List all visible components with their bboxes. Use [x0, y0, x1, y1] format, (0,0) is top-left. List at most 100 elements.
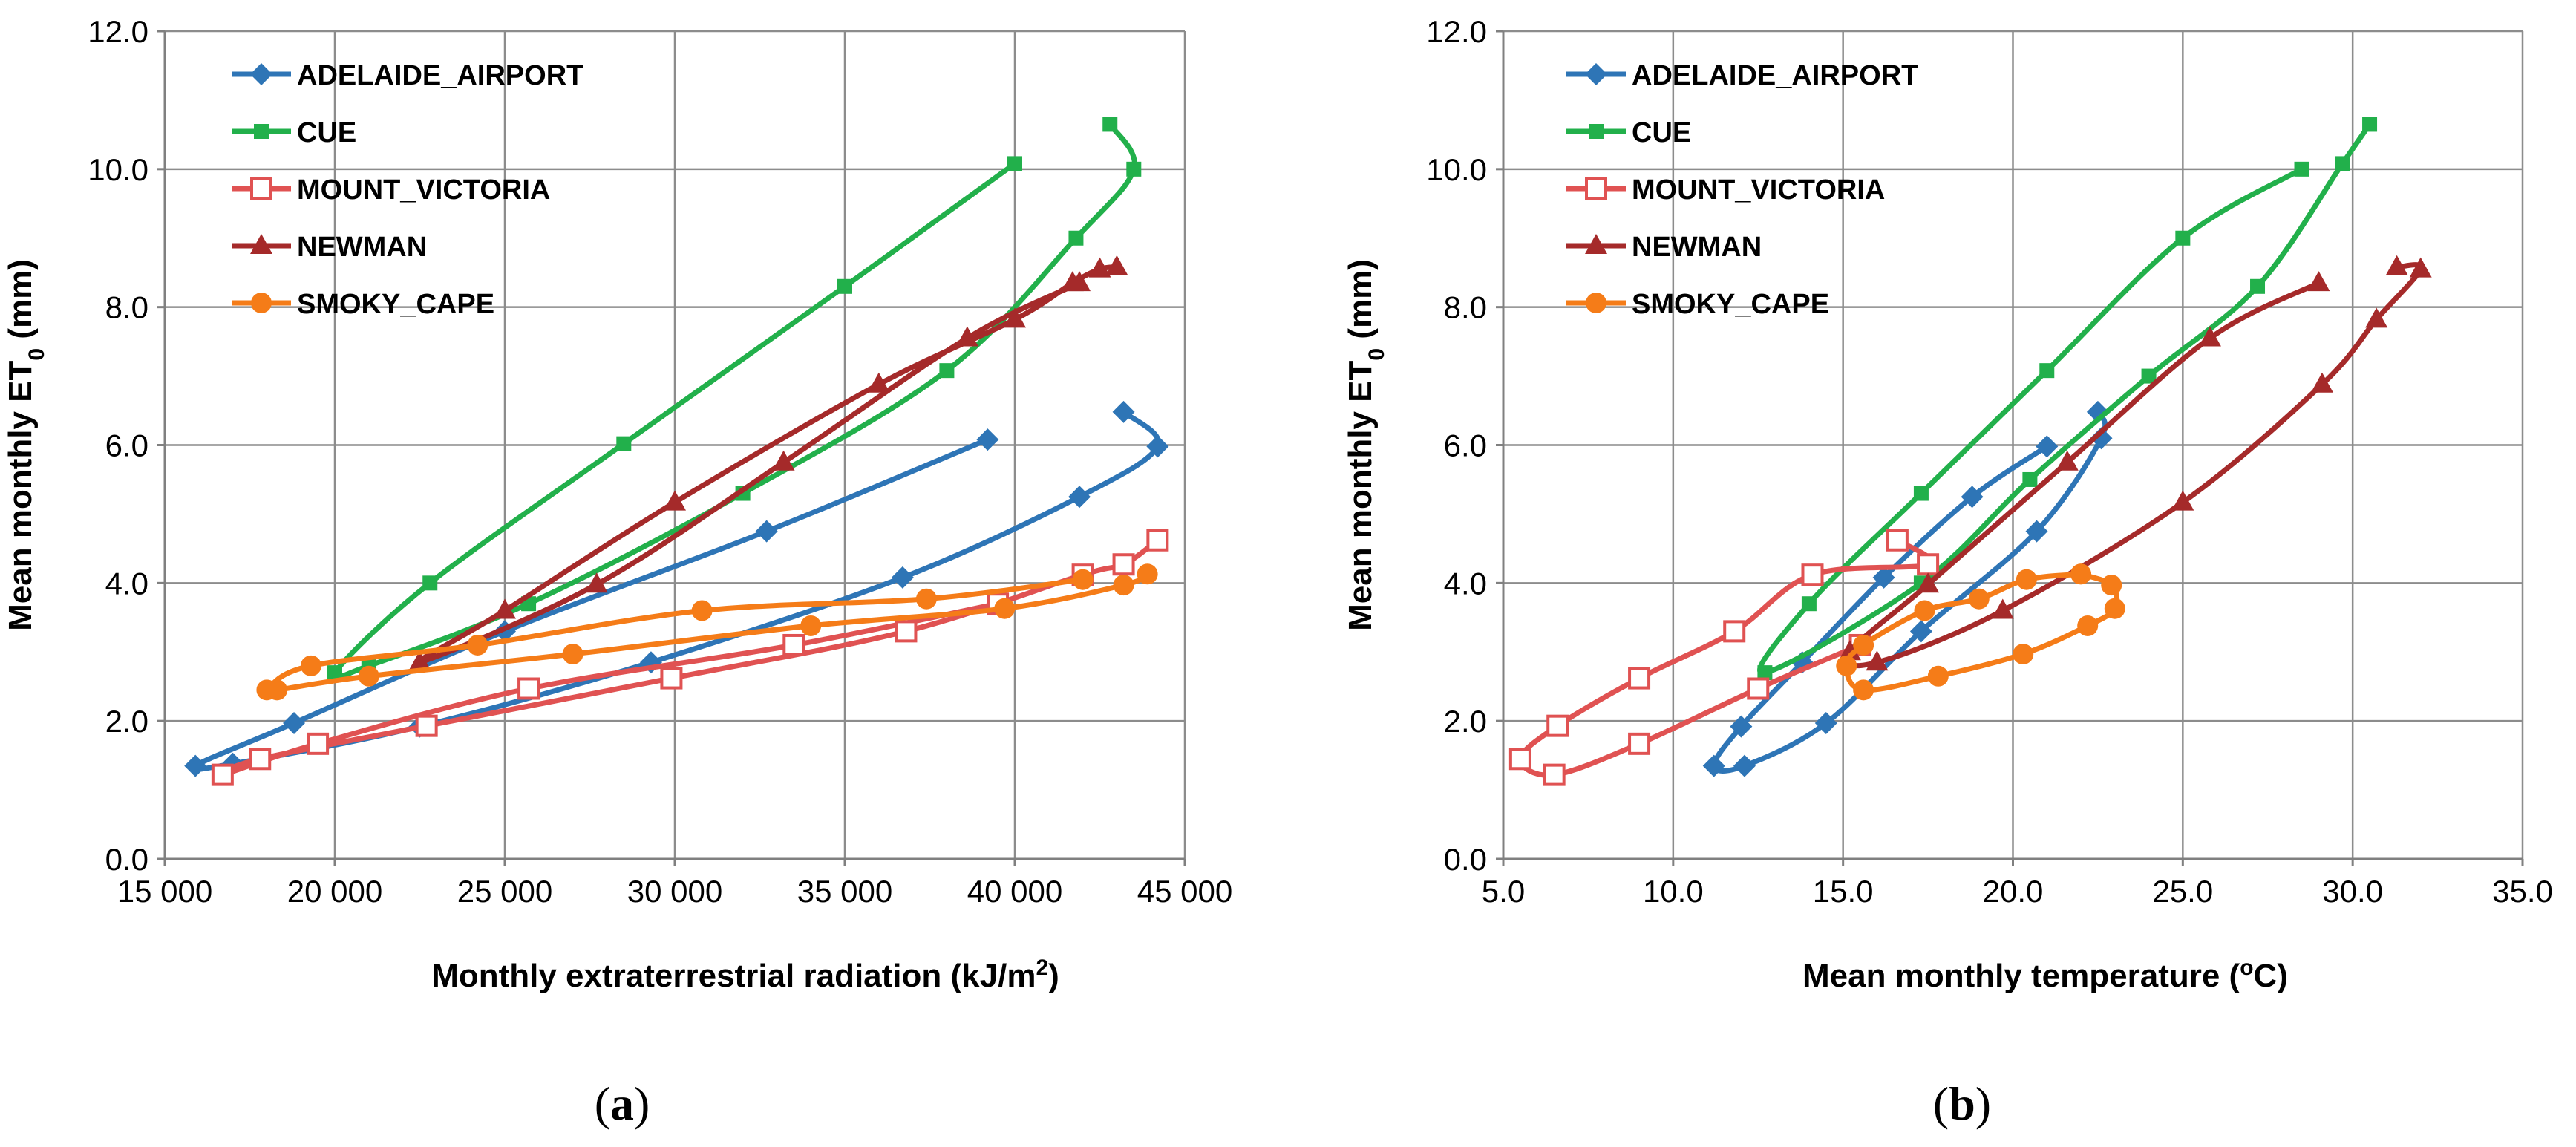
series-line: [1844, 262, 2424, 669]
legend-item: MOUNT_VICTORIA: [1566, 174, 1885, 206]
x-tick-label: 30.0: [2322, 874, 2383, 909]
data-point: [415, 714, 438, 737]
data-point: [327, 665, 342, 681]
legend: ADELAIDE_AIRPORT CUE MOUNT_VICTORIA NEWMAN S…: [232, 60, 583, 320]
series-adelaide-airport: [1702, 400, 2113, 777]
y-tick-label: 10.0: [1426, 152, 1487, 187]
legend-item: CUE: [1566, 117, 1691, 148]
data-point: [1546, 714, 1569, 737]
legend-item: SMOKY_CAPE: [1566, 289, 1829, 320]
y-tick-label: 2.0: [105, 704, 148, 739]
series-smoky-cape: [1836, 563, 2125, 701]
data-point: [664, 490, 686, 511]
legend-label: CUE: [297, 117, 356, 148]
legend-marker: [250, 234, 272, 254]
legend-item: NEWMAN: [232, 232, 427, 263]
x-tick-label: 5.0: [1482, 874, 1525, 909]
y-tick-label: 2.0: [1444, 704, 1487, 739]
data-point: [2310, 372, 2333, 393]
x-tick-label: 35 000: [797, 874, 892, 909]
data-point: [2101, 575, 2122, 596]
data-point: [1068, 486, 1091, 509]
data-point: [1961, 486, 1984, 509]
chart-panel-b: 5.0 10.0 15.0 20.0 25.0 30.0 35.0 0.0 2.0 4.0 6.0 8…: [1342, 14, 2553, 1130]
data-point: [1730, 715, 1753, 738]
data-point: [1853, 679, 1874, 701]
y-tick-label: 8.0: [105, 290, 148, 325]
legend-marker: [251, 293, 272, 313]
legend: ADELAIDE_AIRPORT CUE MOUNT_VICTORIA NEWMAN S…: [1566, 60, 1918, 320]
data-point: [2409, 257, 2432, 278]
data-point: [660, 667, 683, 690]
y-tick-label: 4.0: [105, 566, 148, 601]
data-point: [1836, 655, 1857, 676]
x-tick-label: 35.0: [2492, 874, 2553, 909]
data-point: [1838, 640, 1861, 661]
data-point: [307, 732, 330, 755]
data-point: [800, 615, 822, 636]
legend-marker: [254, 124, 269, 139]
data-point: [300, 655, 321, 676]
y-tick-label: 4.0: [1444, 566, 1487, 601]
data-point: [867, 372, 890, 393]
data-point: [2077, 615, 2099, 636]
series-smoky-cape: [256, 563, 1158, 701]
data-point: [422, 575, 438, 591]
data-point: [1913, 486, 1929, 501]
legend-marker: [1585, 177, 1607, 200]
data-point: [1757, 665, 1773, 681]
data-point: [256, 679, 278, 701]
data-point: [691, 600, 713, 621]
data-point: [2365, 307, 2388, 328]
x-tick-label: 20.0: [1983, 874, 2044, 909]
legend-marker: [1585, 234, 1607, 254]
legend-item: ADELAIDE_AIRPORT: [1566, 60, 1918, 91]
data-point: [1508, 748, 1531, 771]
data-point: [1747, 677, 1770, 700]
data-point: [211, 763, 234, 786]
y-tick-label: 12.0: [88, 14, 148, 49]
data-point: [2171, 490, 2194, 511]
legend-label: ADELAIDE_AIRPORT: [1632, 60, 1918, 91]
data-point: [955, 326, 978, 347]
data-point: [994, 598, 1016, 619]
data-point: [1004, 307, 1026, 328]
data-point: [1628, 667, 1651, 690]
data-point: [184, 754, 207, 777]
legend-label: MOUNT_VICTORIA: [1632, 174, 1885, 206]
y-tick-label: 6.0: [105, 428, 148, 463]
chart-panel-a: 15 000 20 000 25 000 30 000 35 000 40 000 45 0…: [2, 14, 1232, 1130]
x-tick-label: 25 000: [457, 874, 552, 909]
data-point: [1853, 634, 1874, 656]
data-point: [895, 620, 918, 643]
data-point: [1814, 711, 1837, 734]
data-point: [2250, 278, 2266, 294]
data-point: [1702, 754, 1725, 777]
data-point: [1801, 563, 1824, 586]
data-point: [976, 428, 999, 451]
legend-item: ADELAIDE_AIRPORT: [232, 60, 583, 91]
data-point: [1068, 230, 1084, 246]
data-point: [1072, 569, 1094, 590]
data-point: [1113, 575, 1134, 596]
legend-label: SMOKY_CAPE: [297, 289, 494, 320]
data-point: [2335, 156, 2350, 171]
data-point: [2025, 520, 2048, 543]
legend-label: NEWMAN: [1632, 232, 1762, 263]
data-point: [2198, 326, 2221, 347]
y-tick-label: 8.0: [1444, 290, 1487, 325]
y-tick-label: 10.0: [88, 152, 148, 187]
legend-label: ADELAIDE_AIRPORT: [297, 60, 583, 91]
data-point: [891, 566, 914, 589]
legend-item: MOUNT_VICTORIA: [232, 174, 550, 206]
x-tick-label: 25.0: [2152, 874, 2213, 909]
series-newman: [1838, 255, 2432, 671]
data-point: [2070, 563, 2092, 585]
x-axis-title: Monthly extraterrestrial radiation (kJ/m…: [431, 955, 1059, 995]
data-point: [782, 633, 805, 656]
data-point: [283, 711, 306, 734]
legend-marker: [250, 177, 272, 200]
data-point: [2362, 117, 2378, 132]
data-point: [915, 588, 937, 610]
